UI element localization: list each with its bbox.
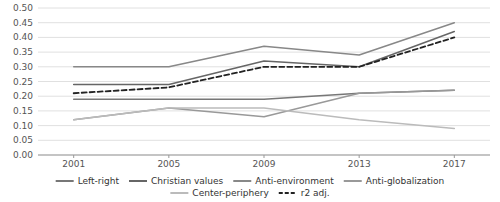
chart: Left-right Christian values Anti-environme… [0, 0, 500, 202]
y-tick-label: 0.35 [13, 47, 33, 57]
x-tick [454, 155, 455, 158]
grid-line [38, 22, 490, 23]
legend-label: Left-right [78, 176, 120, 186]
x-tick [359, 155, 360, 158]
x-tick-label: 2013 [348, 159, 371, 169]
y-axis: 0.00 0.05 0.10 0.15 0.20 0.25 0.30 0.35 0.40 0.45… [13, 3, 490, 160]
y-tick-label: 0.25 [13, 77, 33, 87]
legend-item: Left-right [56, 176, 120, 186]
y-tick-label: 0.05 [13, 135, 33, 145]
legend-label: r2 adj. [301, 188, 330, 198]
x-tick-label: 2017 [443, 159, 466, 169]
legend-swatch [129, 180, 147, 182]
legend-swatch [170, 192, 188, 194]
y-tick-label: 0.40 [13, 32, 33, 42]
legend-label: Anti-globalization [366, 176, 445, 186]
grid-line [38, 140, 490, 141]
y-tick-label: 0.45 [13, 18, 33, 28]
grid-line [38, 37, 490, 38]
x-tick [264, 155, 265, 158]
y-tick-label: 0.20 [13, 91, 33, 101]
legend-swatch [233, 180, 251, 182]
legend: Left-right Christian values Anti-environme… [56, 176, 445, 198]
x-tick-label: 2001 [62, 159, 85, 169]
grid-line [38, 96, 490, 97]
legend-swatch [56, 180, 74, 182]
x-tick [73, 155, 74, 158]
grid-line [38, 110, 490, 111]
y-tick-label: 0.00 [13, 150, 33, 160]
series-line [74, 108, 455, 129]
legend-label: Anti-environment [255, 176, 334, 186]
grid-line [38, 8, 490, 9]
legend-item: Christian values [129, 176, 224, 186]
x-tick [168, 155, 169, 158]
x-tick-label: 2009 [253, 159, 276, 169]
x-axis: 2001 2005 2009 2013 2017 [38, 155, 490, 169]
y-tick-label: 0.30 [13, 62, 33, 72]
legend-item: Center-periphery [170, 188, 269, 198]
y-tick-label: 0.10 [13, 121, 33, 131]
x-tick-label: 2005 [157, 159, 180, 169]
series-line [74, 90, 455, 119]
legend-label: Center-periphery [192, 188, 269, 198]
grid-line [38, 81, 490, 82]
legend-label: Christian values [151, 176, 224, 186]
y-tick-label: 0.50 [13, 3, 33, 13]
series-line [74, 37, 455, 93]
grid-line [38, 52, 490, 53]
legend-swatch [344, 180, 362, 182]
series-lines [74, 23, 455, 129]
series-line [74, 23, 455, 67]
series-line [74, 32, 455, 85]
legend-item: Anti-environment [233, 176, 334, 186]
legend-swatch [279, 192, 297, 194]
y-tick-label: 0.15 [13, 106, 33, 116]
legend-item: r2 adj. [279, 188, 330, 198]
legend-item: Anti-globalization [344, 176, 445, 186]
